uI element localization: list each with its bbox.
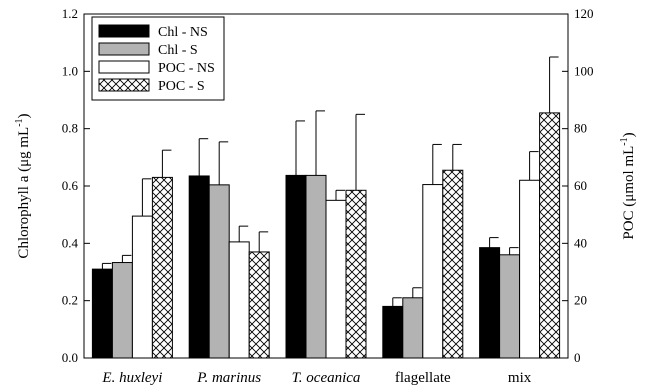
left-axis-tick-label: 0.0 (62, 350, 78, 365)
bar (228, 241, 250, 359)
bar-groups (91, 112, 561, 359)
x-axis-tick-label: T. oceanica (292, 370, 361, 386)
bar (519, 179, 541, 359)
x-axis-tick-label: E. huxleyi (101, 370, 162, 386)
x-axis-tick-label: flagellate (395, 370, 451, 386)
legend-swatch (98, 24, 150, 38)
right-axis-tick-label: 20 (574, 293, 587, 308)
legend-swatch (98, 60, 150, 74)
bar (382, 305, 404, 359)
left-axis: 0.0 0.2 0.4 0.6 0.8 1.0 1.2 (62, 6, 90, 365)
bar (305, 174, 327, 359)
bar (248, 251, 270, 359)
left-axis-tick-label: 1.0 (62, 63, 78, 78)
bar (325, 199, 347, 359)
bar (111, 262, 133, 359)
legend-label: POC - NS (158, 61, 215, 76)
x-axis: E. huxleyi P. marinus T. oceanica flagellat… (101, 353, 532, 386)
right-axis-tick-label: 80 (574, 121, 587, 136)
right-axis-tick-label: 100 (574, 63, 594, 78)
right-axis-label: POC (μmol mL-1) (619, 132, 637, 239)
bar (131, 215, 153, 359)
right-axis: 0 20 40 60 80 100 120 (562, 6, 594, 365)
legend-label: POC - S (158, 79, 205, 94)
legend-label: Chl - S (158, 43, 198, 58)
left-axis-label: Chlorophyll a (μg mL-1) (14, 113, 32, 258)
right-axis-tick-label: 40 (574, 235, 587, 250)
left-axis-tick-label: 0.2 (62, 293, 78, 308)
legend: Chl - NS Chl - S POC - NS POC - S (91, 16, 225, 101)
legend-swatch (98, 78, 150, 92)
right-axis-tick-label: 60 (574, 178, 587, 193)
legend-label: Chl - NS (158, 25, 208, 40)
left-axis-tick-label: 1.2 (62, 6, 78, 21)
right-axis-tick-label: 0 (574, 350, 581, 365)
bar (188, 175, 210, 359)
bar (479, 247, 501, 359)
left-axis-tick-label: 0.8 (62, 121, 78, 136)
left-axis-tick-label: 0.4 (62, 235, 79, 250)
x-axis-tick-label: mix (508, 370, 532, 386)
bar (208, 184, 230, 359)
bar (345, 189, 367, 359)
legend-items: Chl - NS Chl - S POC - NS POC - S (98, 24, 215, 94)
error-bars (101, 56, 559, 307)
bar (422, 184, 444, 359)
right-axis-tick-label: 120 (574, 6, 594, 21)
x-axis-tick-label: P. marinus (196, 370, 261, 386)
bar (285, 174, 307, 359)
legend-swatch (98, 42, 150, 56)
bar (402, 297, 424, 359)
bar (539, 112, 561, 359)
bar (91, 268, 113, 359)
bar (499, 254, 521, 359)
left-axis-tick-label: 0.6 (62, 178, 79, 193)
bar (442, 169, 464, 359)
bar (151, 176, 173, 359)
